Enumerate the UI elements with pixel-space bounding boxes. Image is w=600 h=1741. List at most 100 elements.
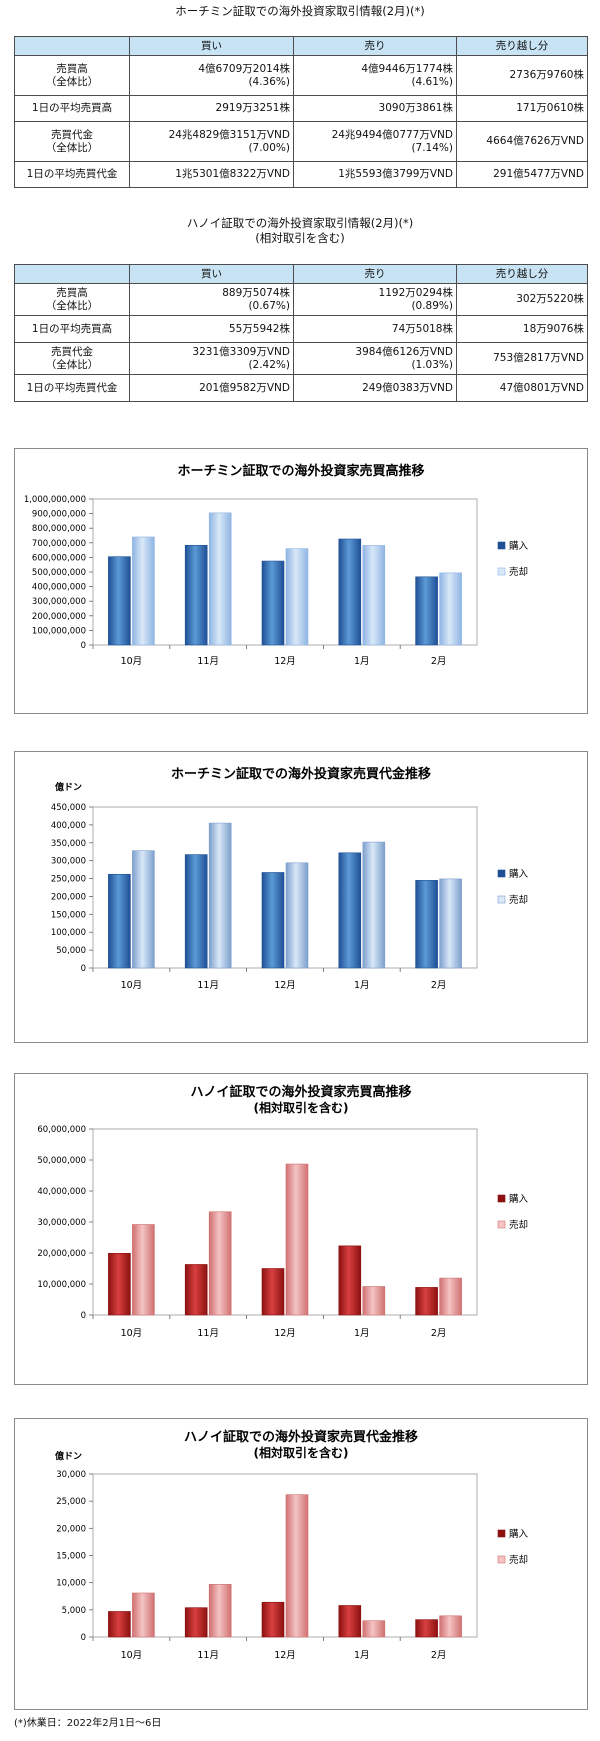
- bar-buy: [261, 872, 285, 969]
- y-tick-label: 50,000: [56, 946, 86, 956]
- bar-sell: [439, 1615, 462, 1638]
- footnote: (*)休業日：2022年2月1日～6日: [14, 1718, 162, 1729]
- chart-title: ハノイ証取での海外投資家売買代金推移: [184, 1429, 418, 1445]
- hn-net-value: 18万9076株: [456, 315, 588, 343]
- hn-header-cell: 買い: [129, 264, 294, 284]
- x-category-label: 2月: [431, 1328, 447, 1339]
- hcm-net-value: 4664億7626万VND: [456, 121, 588, 162]
- y-tick-label: 5,000: [62, 1606, 86, 1616]
- bar-sell: [362, 545, 386, 646]
- bar-sell: [285, 1163, 309, 1316]
- y-tick-label: 60,000,000: [37, 1125, 86, 1135]
- bar-sell: [439, 1277, 462, 1316]
- y-tick-label: 0: [81, 964, 86, 974]
- hcm-row-label: 売買高 （全体比）: [14, 55, 130, 96]
- bar-sell: [439, 878, 462, 969]
- x-category-label: 12月: [274, 980, 296, 991]
- hcm-net-value: 2736万9760株: [456, 55, 588, 96]
- chart-subtitle: (相対取引を含む): [254, 1100, 349, 1115]
- chart-subtitle: (相対取引を含む): [254, 1445, 349, 1460]
- hn-sell-value: 74万5018株: [293, 315, 457, 343]
- hcm-row: 1日の平均売買高 2919万3251株 3090万3861株 171万0610株: [14, 95, 588, 122]
- legend-label: 購入: [509, 540, 529, 552]
- y-tick-label: 0: [81, 1311, 86, 1321]
- legend-label: 購入: [509, 1528, 529, 1540]
- hn-sell-value: 3984億6126万VND (1.03%): [293, 342, 457, 375]
- x-category-label: 2月: [431, 656, 447, 667]
- hcm-header-cell: [14, 36, 130, 56]
- x-category-label: 2月: [431, 980, 447, 991]
- hcm-header-cell: 売り: [293, 36, 457, 56]
- y-tick-label: 20,000,000: [37, 1249, 86, 1259]
- bar-buy: [415, 1287, 438, 1316]
- hcm-info-table: 買い 売り 売り越し分 売買高 （全体比） 4億6709万2014株 (4.36%) 4億94…: [14, 36, 588, 188]
- hn-net-value: 47億0801万VND: [456, 374, 588, 402]
- hn-header-row: 買い 売り 売り越し分: [14, 264, 588, 284]
- hn-buy-value: 3231億3309万VND (2.42%): [129, 342, 294, 375]
- legend-swatch: [497, 1194, 506, 1203]
- x-category-label: 10月: [121, 1650, 143, 1661]
- hn-volume-chart: ハノイ証取での海外投資家売買高推移 (相対取引を含む) 0 10,000,000 20,…: [14, 1073, 588, 1385]
- bar-buy: [338, 538, 362, 646]
- x-category-label: 11月: [197, 980, 219, 991]
- hcm-row: 売買代金 （全体比） 24兆4829億3151万VND (7.00%) 24兆9494億…: [14, 121, 588, 162]
- x-category-label: 10月: [121, 1328, 143, 1339]
- bar-sell: [132, 536, 155, 646]
- hn-sell-value: 1192万0294株 (0.89%): [293, 283, 457, 316]
- hn-row: 1日の平均売買代金 201億9582万VND 249億0383万VND 47億0801…: [14, 374, 588, 402]
- x-category-label: 11月: [197, 1650, 219, 1661]
- chart-title: ハノイ証取での海外投資家売買高推移: [190, 1084, 411, 1100]
- chart-title: ホーチミン証取での海外投資家売買代金推移: [171, 766, 431, 782]
- bar-buy: [108, 873, 131, 969]
- bar-sell: [362, 1620, 386, 1638]
- hn-info-table: 買い 売り 売り越し分 売買高 （全体比） 889万5074株 (0.67%) 1192万02…: [14, 264, 588, 402]
- hn-header-cell: 売り: [293, 264, 457, 284]
- bar-buy: [415, 1619, 438, 1638]
- hn-row-label: 売買高 （全体比）: [14, 283, 130, 316]
- hn-row: 売買高 （全体比） 889万5074株 (0.67%) 1192万0294株 (0.89%…: [14, 283, 588, 316]
- y-tick-label: 100,000: [51, 928, 86, 938]
- bar-buy: [184, 544, 208, 646]
- y-tick-label: 40,000,000: [37, 1187, 86, 1197]
- hcm-header-cell: 買い: [129, 36, 294, 56]
- y-tick-label: 800,000,000: [32, 524, 86, 534]
- hcm-buy-value: 2919万3251株: [129, 95, 294, 122]
- legend-swatch: [497, 1529, 506, 1538]
- x-category-label: 1月: [354, 1650, 370, 1661]
- y-tick-label: 350,000: [51, 839, 86, 849]
- hcm-volume-chart: ホーチミン証取での海外投資家売買高推移 0 100,000,000 200,000,0…: [14, 448, 588, 714]
- x-category-label: 12月: [274, 1650, 296, 1661]
- y-tick-label: 10,000: [56, 1579, 86, 1589]
- bar-sell: [208, 1583, 232, 1638]
- bar-sell: [439, 572, 462, 646]
- chart-title: ホーチミン証取での海外投資家売買高推移: [177, 463, 424, 479]
- hcm-buy-value: 24兆4829億3151万VND (7.00%): [129, 121, 294, 162]
- bar-buy: [261, 1601, 285, 1638]
- hn-header-cell: [14, 264, 130, 284]
- hcm-row-label: 売買代金 （全体比）: [14, 121, 130, 162]
- bar-sell: [285, 1494, 309, 1638]
- bar-sell: [362, 841, 386, 969]
- hcm-header-row: 買い 売り 売り越し分: [14, 36, 588, 56]
- hcm-row-label: 1日の平均売買代金: [14, 161, 130, 188]
- hcm-header-cell: 売り越し分: [456, 36, 588, 56]
- y-tick-label: 900,000,000: [32, 510, 86, 520]
- y-tick-label: 400,000,000: [32, 583, 86, 593]
- x-category-label: 12月: [274, 656, 296, 667]
- bar-buy: [261, 560, 285, 646]
- y-tick-label: 300,000: [51, 857, 86, 867]
- hcm-row: 1日の平均売買代金 1兆5301億8322万VND 1兆5593億3799万VND 2…: [14, 161, 588, 188]
- x-category-label: 1月: [354, 656, 370, 667]
- hcm-table-title: ホーチミン証取での海外投資家取引情報(2月)(*): [175, 4, 425, 18]
- bar-buy: [108, 556, 131, 646]
- hn-net-value: 753億2817万VND: [456, 342, 588, 375]
- hn-sell-value: 249億0383万VND: [293, 374, 457, 402]
- legend-label: 売却: [509, 1219, 528, 1231]
- hn-buy-value: 55万5942株: [129, 315, 294, 343]
- y-tick-label: 450,000: [51, 803, 86, 813]
- x-category-label: 12月: [274, 1328, 296, 1339]
- bar-sell: [285, 862, 309, 969]
- legend-swatch: [497, 895, 506, 904]
- plot-area: [92, 806, 478, 969]
